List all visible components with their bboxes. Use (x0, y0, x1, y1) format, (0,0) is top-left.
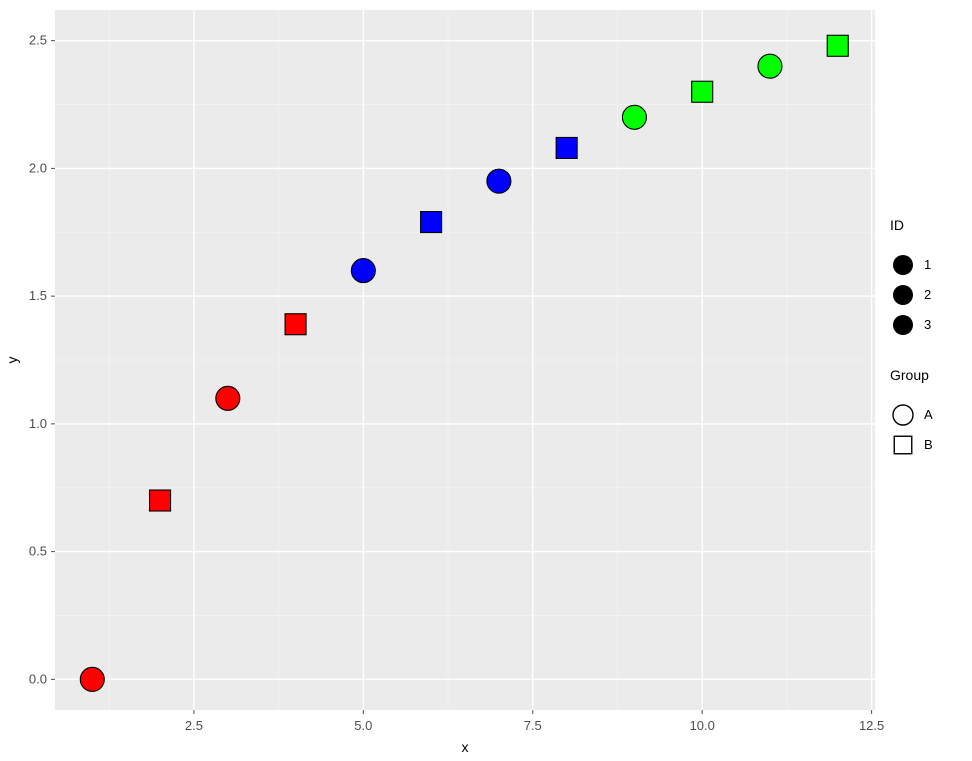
x-axis-title: x (462, 739, 469, 755)
legend-id-label: 3 (924, 317, 931, 332)
x-tick-label: 10.0 (690, 718, 715, 733)
data-point (758, 54, 782, 78)
data-point (827, 35, 848, 56)
y-tick-label: 2.0 (29, 160, 47, 175)
y-tick-label: 0.5 (29, 544, 47, 559)
y-tick-label: 2.5 (29, 33, 47, 48)
legend-group-label: B (924, 437, 933, 452)
legend-id-title: ID (890, 217, 904, 233)
x-tick-label: 12.5 (859, 718, 884, 733)
data-point (80, 667, 104, 691)
legend-id-swatch (893, 285, 913, 305)
y-axis-title: y (4, 357, 20, 364)
data-point (216, 386, 240, 410)
data-point (285, 314, 306, 335)
data-point (351, 259, 375, 283)
legend-id-swatch (893, 255, 913, 275)
legend-id-label: 2 (924, 287, 931, 302)
x-tick-label: 2.5 (185, 718, 203, 733)
chart-stage: 2.5 5.0 7.5 10.0 12.5 0.0 0.5 1.0 1.5 2.0 2.5 x y ID 1… (0, 0, 972, 761)
scatter-chart: 2.5 5.0 7.5 10.0 12.5 0.0 0.5 1.0 1.5 2.0 2.5 x y ID 1… (0, 0, 972, 761)
x-tick-label: 5.0 (354, 718, 372, 733)
legend-group-label: A (924, 407, 933, 422)
data-point (150, 490, 171, 511)
data-point (622, 105, 646, 129)
y-tick-label: 0.0 (29, 671, 47, 686)
y-tick-label: 1.0 (29, 416, 47, 431)
legend-id-label: 1 (924, 257, 931, 272)
legend-id-swatch (893, 315, 913, 335)
x-tick-label: 7.5 (524, 718, 542, 733)
data-point (487, 169, 511, 193)
data-point (692, 81, 713, 102)
data-point (556, 137, 577, 158)
data-point (421, 212, 442, 233)
y-tick-label: 1.5 (29, 288, 47, 303)
legend-group-title: Group (890, 367, 929, 383)
